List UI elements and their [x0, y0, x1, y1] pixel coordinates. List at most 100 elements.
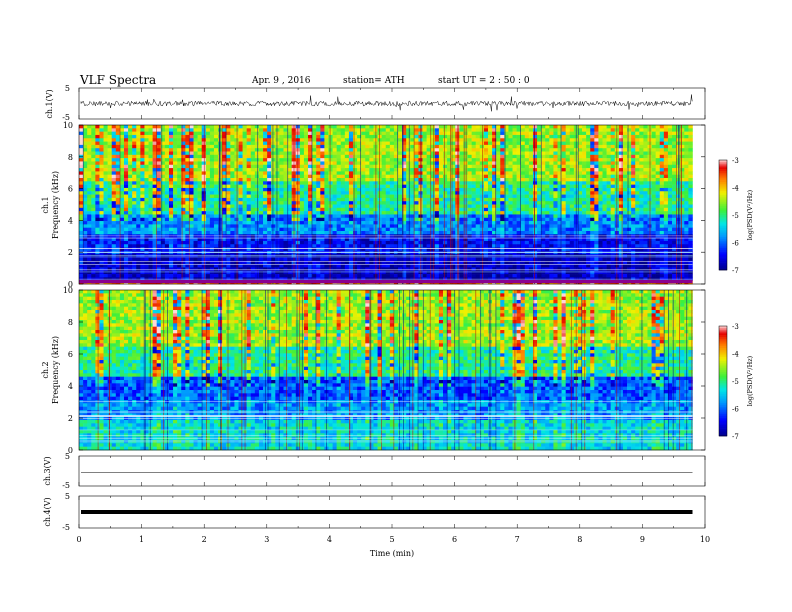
spectrogram-cell: [320, 217, 325, 222]
spectrogram-cell: [230, 128, 235, 132]
spectrogram-cell: [160, 171, 166, 175]
spectrogram-cell: [467, 257, 472, 262]
spectrogram-cell: [267, 178, 272, 182]
spectrogram-cell: [279, 171, 284, 175]
spectrogram-cell: [115, 174, 121, 179]
spectrogram-cell: [332, 161, 337, 166]
spectrogram-cell: [316, 237, 321, 242]
spectrogram-cell: [181, 270, 186, 275]
spectrogram-cell: [193, 141, 198, 146]
spectrogram-cell: [393, 221, 399, 225]
spectrogram-cell: [459, 274, 464, 278]
spectrogram-cell: [222, 154, 227, 159]
spectrogram-cell: [471, 201, 477, 205]
spectrogram-cell: [87, 171, 92, 175]
spectrogram-cell: [140, 181, 145, 185]
spectrogram-cell: [492, 168, 497, 172]
spectrogram-cell: [475, 184, 481, 189]
spectrogram-cell: [332, 240, 337, 245]
spectrogram-cell: [434, 267, 440, 272]
spectrogram-cell: [213, 270, 219, 275]
spectrogram-cell: [487, 178, 493, 182]
spectrogram-cell: [115, 171, 121, 175]
spectrogram-cell: [173, 211, 178, 215]
spectrogram-cell: [238, 128, 243, 132]
spectrogram-cell: [348, 240, 354, 245]
spectrogram-cell: [357, 270, 362, 275]
spectrogram-cell: [115, 260, 121, 265]
spectrogram-cell: [361, 264, 366, 268]
spectrogram-cell: [328, 237, 333, 242]
spectrogram-cell: [168, 264, 174, 268]
spectrogram-cell: [128, 237, 133, 242]
spectrogram-cell: [185, 267, 190, 272]
spectrogram-cell: [271, 197, 276, 202]
spectrogram-cell: [365, 148, 370, 152]
spectrogram-cell: [238, 237, 243, 242]
spectrogram-cell: [254, 181, 260, 185]
spectrogram-cell: [177, 194, 182, 199]
spectrogram-cell: [447, 211, 452, 215]
spectrogram-cell: [79, 204, 84, 209]
spectrogram-cell: [340, 148, 346, 152]
spectrogram-cell: [414, 237, 419, 242]
spectrogram-cell: [312, 191, 317, 195]
spectrogram-cell: [246, 171, 252, 175]
spectrogram-cell: [148, 161, 153, 166]
spectrogram-cell: [463, 247, 468, 252]
spectrogram-cell: [79, 201, 84, 205]
spectrogram-cell: [234, 264, 239, 268]
spectrogram-cell: [381, 231, 387, 235]
spectrogram-cell: [406, 164, 411, 169]
spectrogram-cell: [103, 184, 108, 189]
spectrogram-cell: [447, 217, 452, 222]
spectrogram-cell: [393, 274, 399, 278]
spectrogram-cell: [111, 191, 117, 195]
spectrogram-cell: [324, 131, 329, 136]
spectrogram-cell: [467, 134, 472, 139]
spectrogram-cell: [492, 154, 497, 159]
spectrogram-cell: [263, 187, 268, 192]
spectrogram-cell: [254, 240, 260, 245]
spectrogram-cell: [140, 174, 145, 179]
spectrogram-cell: [312, 270, 317, 275]
spectrogram-cell: [107, 260, 113, 265]
spectrogram-cell: [308, 211, 313, 215]
spectrogram-cell: [177, 204, 182, 209]
spectrogram-cell: [340, 240, 346, 245]
spectrogram-cell: [95, 270, 100, 275]
spectrogram-cell: [168, 224, 174, 228]
spectrogram-cell: [271, 231, 276, 235]
spectrogram-cell: [312, 194, 317, 199]
spectrogram-cell: [263, 138, 268, 142]
spectrogram-cell: [201, 131, 207, 136]
spectrogram-cell: [99, 184, 104, 189]
spectrogram-cell: [164, 217, 170, 222]
spectrogram-cell: [132, 267, 137, 272]
spectrogram-cell: [160, 194, 166, 199]
spectrogram-cell: [287, 221, 292, 225]
spectrogram-cell: [197, 267, 202, 272]
spectrogram-cell: [308, 264, 313, 268]
spectrogram-cell: [79, 254, 84, 258]
spectrogram-cell: [103, 168, 108, 172]
spectrogram-cell: [434, 134, 440, 139]
spectrogram-cell: [336, 184, 342, 189]
spectrogram-cell: [173, 247, 178, 252]
spectrogram-cell: [185, 197, 190, 202]
spectrogram-cell: [189, 178, 194, 182]
spectrogram-cell: [173, 191, 178, 195]
spectrogram-cell: [189, 128, 194, 132]
spectrogram-cell: [238, 125, 243, 129]
spectrogram-cell: [434, 148, 440, 152]
spectrogram-cell: [140, 197, 145, 202]
spectrogram-cell: [181, 187, 186, 192]
spectrogram-cell: [209, 231, 215, 235]
spectrogram-cell: [201, 254, 207, 258]
spectrogram-cell: [365, 154, 370, 159]
spectrogram-cell: [128, 191, 133, 195]
spectrogram-cell: [209, 171, 215, 175]
spectrogram-cell: [479, 141, 485, 146]
spectrogram-cell: [213, 204, 219, 209]
spectrogram-cell: [369, 270, 374, 275]
